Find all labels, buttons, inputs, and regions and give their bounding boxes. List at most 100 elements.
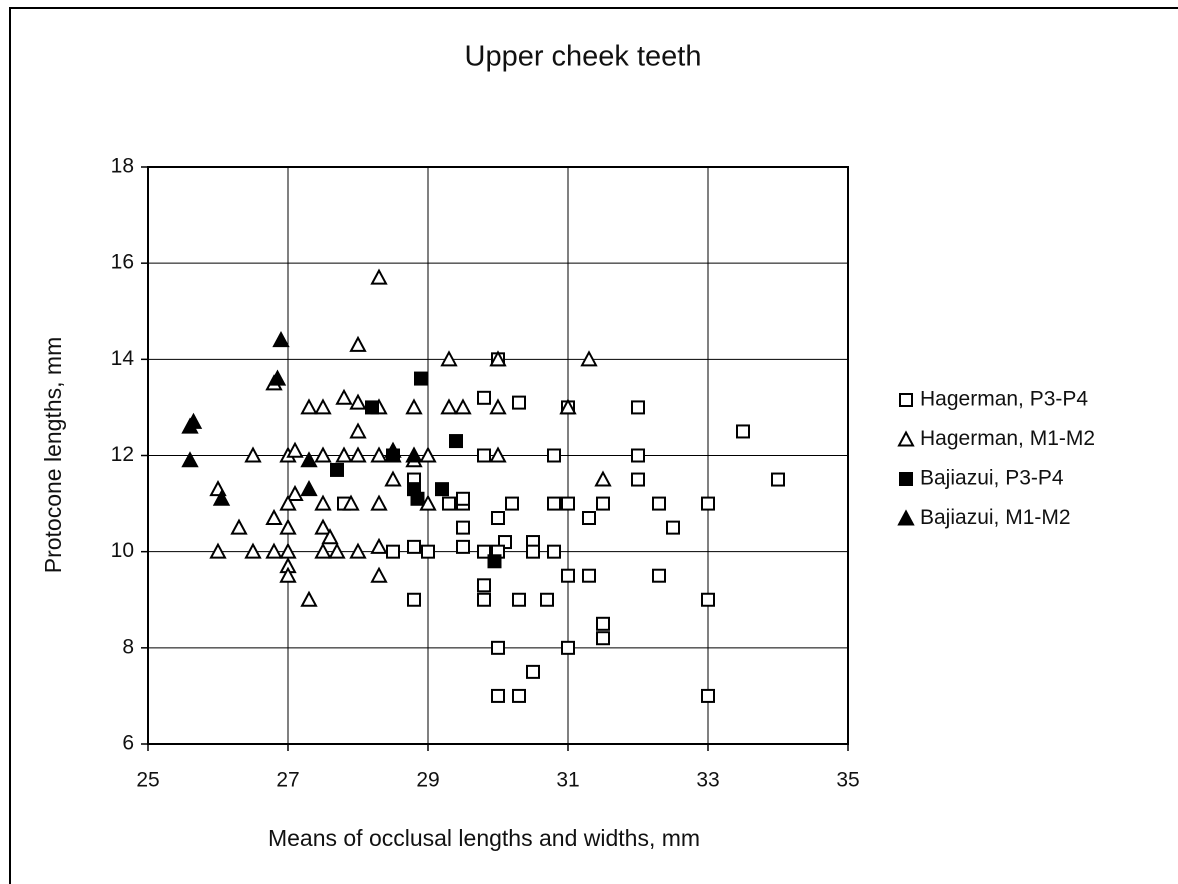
point	[265, 542, 283, 559]
point	[701, 688, 715, 703]
point	[477, 592, 491, 607]
point	[244, 446, 262, 463]
point	[365, 400, 379, 415]
point	[491, 688, 505, 703]
point	[419, 446, 437, 463]
point	[230, 518, 248, 535]
point	[547, 448, 561, 463]
y-tick-label: 18	[111, 155, 134, 178]
point	[421, 544, 435, 559]
y-tick-label: 14	[111, 347, 135, 370]
legend-marker	[897, 509, 915, 526]
point	[559, 398, 577, 415]
point	[512, 592, 526, 607]
point	[349, 542, 367, 559]
point	[561, 568, 575, 583]
point	[596, 631, 610, 646]
point	[491, 511, 505, 526]
chart-title: Upper cheek teeth	[465, 41, 702, 73]
point	[456, 539, 470, 554]
point	[300, 590, 318, 607]
legend-label: Hagerman, P3-P4	[920, 388, 1088, 411]
point	[405, 446, 423, 463]
point	[561, 640, 575, 655]
point	[184, 412, 203, 429]
x-tick-label: 35	[836, 769, 859, 792]
point	[652, 568, 666, 583]
point	[370, 537, 388, 554]
point	[314, 446, 332, 463]
y-tick-label: 16	[111, 251, 134, 274]
frame	[9, 7, 1178, 884]
point	[540, 592, 554, 607]
x-tick-label: 27	[276, 769, 299, 792]
point	[491, 640, 505, 655]
point	[384, 441, 402, 458]
point	[265, 508, 283, 526]
point	[440, 350, 458, 367]
point	[582, 511, 596, 526]
point	[701, 592, 715, 607]
point	[268, 369, 287, 386]
legend-label: Bajiazui, M1-M2	[920, 506, 1071, 529]
point	[631, 400, 645, 415]
point	[335, 388, 353, 405]
point	[300, 451, 318, 468]
point	[594, 470, 612, 487]
point	[370, 446, 388, 463]
point	[407, 539, 421, 554]
point	[370, 268, 388, 285]
legend-marker	[897, 430, 915, 447]
legend-label: Hagerman, M1-M2	[920, 427, 1095, 450]
y-tick-label: 6	[122, 732, 134, 755]
point	[244, 542, 262, 559]
point	[442, 496, 456, 511]
point	[279, 494, 297, 511]
x-tick-label: 29	[416, 769, 439, 792]
point	[384, 470, 402, 487]
point	[342, 494, 360, 511]
point	[330, 462, 344, 477]
point	[489, 398, 507, 415]
point	[477, 390, 491, 405]
point	[209, 542, 227, 559]
point	[449, 434, 463, 449]
point	[410, 491, 425, 506]
plot-area	[147, 166, 849, 745]
point	[580, 350, 598, 367]
point	[631, 472, 645, 487]
point	[212, 489, 231, 506]
point	[300, 398, 318, 415]
point	[477, 578, 491, 593]
point	[405, 398, 423, 415]
legend-marker	[899, 472, 913, 486]
legend-label: Bajiazui, P3-P4	[920, 467, 1064, 490]
point	[489, 446, 507, 463]
point	[286, 484, 304, 501]
point	[526, 664, 540, 679]
point	[279, 518, 297, 535]
point	[370, 566, 388, 583]
point	[666, 520, 680, 535]
point	[349, 446, 367, 463]
point	[440, 398, 458, 415]
y-tick-label: 12	[111, 443, 134, 466]
point	[489, 350, 507, 367]
point	[701, 496, 715, 511]
point	[512, 395, 526, 410]
point	[300, 480, 318, 497]
point	[435, 482, 449, 497]
point	[596, 616, 610, 631]
point	[279, 566, 297, 583]
point	[547, 496, 561, 511]
point	[454, 398, 472, 415]
point	[596, 496, 610, 511]
point	[386, 544, 400, 559]
point	[370, 494, 388, 511]
point	[526, 544, 540, 559]
point	[547, 544, 561, 559]
point	[314, 398, 332, 415]
point	[456, 520, 470, 535]
point	[477, 544, 491, 559]
point	[349, 335, 367, 352]
